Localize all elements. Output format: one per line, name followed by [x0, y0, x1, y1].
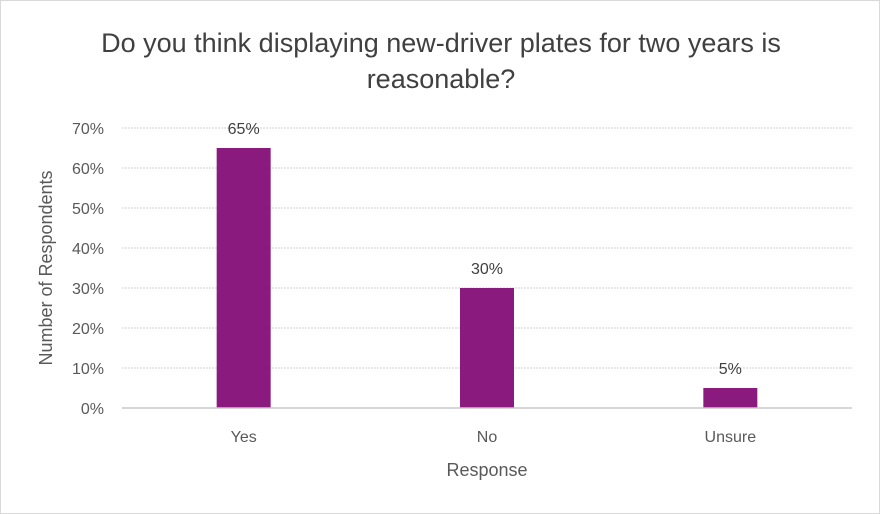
bar-unsure — [703, 388, 758, 408]
y-axis-ticks: 0% 10% 20% 30% 40% 50% 60% 70% — [72, 121, 104, 418]
y-tick-label: 10% — [72, 361, 104, 378]
data-label: 5% — [719, 361, 742, 378]
x-tick-label: Yes — [231, 429, 257, 446]
y-tick-label: 0% — [81, 401, 104, 418]
y-tick-label: 50% — [72, 201, 104, 218]
data-label: 30% — [471, 261, 503, 278]
y-tick-label: 60% — [72, 161, 104, 178]
bar-no — [460, 288, 514, 408]
bars — [216, 148, 758, 408]
x-axis-ticks: Yes No Unsure — [231, 429, 757, 446]
x-tick-label: Unsure — [705, 429, 757, 446]
x-tick-label: No — [477, 429, 498, 446]
bar-yes — [216, 148, 271, 408]
y-tick-label: 70% — [72, 121, 104, 138]
data-labels: 65% 30% 5% — [228, 121, 742, 378]
y-axis-title: Number of Respondents — [36, 170, 56, 365]
x-axis-title: Response — [446, 460, 527, 480]
chart-title: Do you think displaying new-driver plate… — [101, 28, 781, 94]
y-tick-label: 30% — [72, 281, 104, 298]
data-label: 65% — [228, 121, 260, 138]
y-tick-label: 40% — [72, 241, 104, 258]
y-tick-label: 20% — [72, 321, 104, 338]
